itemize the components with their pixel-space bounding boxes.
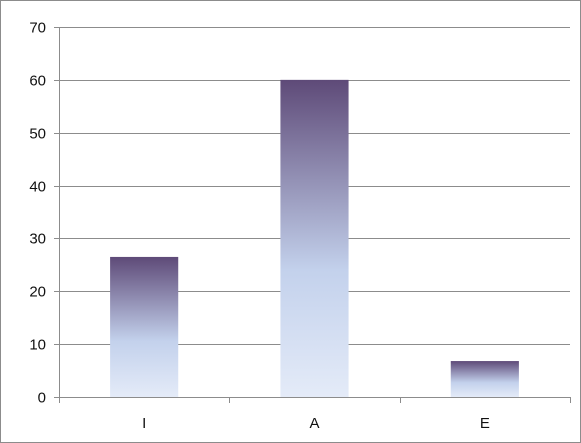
- bar-E: [450, 361, 519, 397]
- tick-labels: 0 10 20 30 40 50 60 70 I A E: [29, 20, 490, 433]
- y-tick-label: 20: [29, 284, 46, 301]
- y-tick-label: 0: [38, 390, 46, 407]
- bar-I: [110, 256, 179, 397]
- bar-A: [280, 79, 349, 397]
- y-tick-label: 70: [29, 20, 46, 37]
- x-tick-label: E: [480, 415, 490, 432]
- axes: [54, 27, 571, 403]
- bars: [110, 79, 519, 397]
- x-tick-label: I: [142, 415, 146, 432]
- y-tick-label: 10: [29, 337, 46, 354]
- y-tick-label: 50: [29, 126, 46, 143]
- y-tick-label: 30: [29, 231, 46, 248]
- y-tick-label: 40: [29, 179, 46, 196]
- y-tick-label: 60: [29, 73, 46, 90]
- x-tick-label: A: [309, 415, 319, 432]
